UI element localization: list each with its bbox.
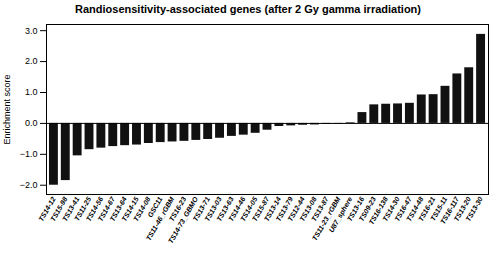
svg-text:TS13-03: TS13-03: [203, 195, 223, 223]
html-text:Randiosensitivity-associated g: Randiosensitivity-associated genes (afte…: [75, 3, 421, 15]
svg-text:TS11-25: TS11-25: [73, 195, 93, 222]
svg-text:TS15-11: TS15-11: [429, 195, 449, 222]
svg-text:TS13-08: TS13-08: [298, 195, 318, 223]
svg-text:TS14-67: TS14-67: [96, 195, 117, 223]
svg-text:TS14-12: TS14-12: [37, 195, 57, 223]
svg-text:TS14-46: TS14-46: [227, 195, 247, 223]
svg-text:TS16-117: TS16-117: [439, 195, 461, 226]
svg-text:GSC11: GSC11: [146, 195, 164, 219]
svg-text:TS14-05: TS14-05: [238, 195, 259, 223]
svg-text:TS15-98: TS15-98: [49, 195, 69, 223]
svg-text:TS13-87: TS13-87: [310, 195, 330, 223]
svg-text:TS14-48: TS14-48: [405, 195, 425, 223]
svg-text:0.0: 0.0: [25, 118, 38, 128]
svg-text:TS13-79: TS13-79: [274, 195, 294, 223]
svg-text:2.0: 2.0: [25, 56, 38, 66]
svg-text:TS11-46_rGBM: TS11-46_rGBM: [144, 195, 176, 242]
svg-text:TS13-20: TS13-20: [452, 195, 472, 223]
svg-text:TS15-87: TS15-87: [250, 195, 271, 223]
svg-text:TS13-14: TS13-14: [262, 195, 283, 223]
svg-text:TS12-44: TS12-44: [286, 195, 306, 223]
svg-text:Enrichment score: Enrichment score: [2, 74, 12, 144]
svg-text:TS14-30: TS14-30: [381, 195, 401, 223]
svg-text:3.0: 3.0: [25, 26, 38, 36]
svg-text:−2.0: −2.0: [20, 180, 38, 190]
svg-text:TS11-23_rGBM: TS11-23_rGBM: [310, 195, 342, 242]
svg-text:TS13-30: TS13-30: [464, 196, 484, 223]
svg-text:TS14-56: TS14-56: [84, 195, 105, 223]
svg-text:TS16-23: TS16-23: [167, 195, 188, 223]
svg-text:TS13-63: TS13-63: [215, 195, 235, 223]
svg-text:TS13-41: TS13-41: [61, 195, 81, 223]
svg-text:TS13-16: TS13-16: [345, 195, 366, 223]
svg-text:U87_sphere: U87_sphere: [327, 195, 354, 234]
svg-text:TS13-71: TS13-71: [191, 195, 211, 223]
svg-text:TS14-73_GBMO: TS14-73_GBMO: [166, 195, 200, 245]
svg-text:TS16-138: TS16-138: [367, 195, 389, 226]
svg-text:TS16-47: TS16-47: [393, 195, 413, 223]
svg-text:−1.0: −1.0: [20, 149, 38, 159]
svg-text:TS13-64: TS13-64: [108, 195, 128, 223]
svg-text:TS14-15: TS14-15: [120, 195, 140, 223]
svg-text:TS16-21: TS16-21: [416, 195, 437, 223]
svg-text:TS14-08: TS14-08: [132, 195, 152, 223]
svg-text:TS09-23: TS09-23: [357, 195, 378, 223]
svg-text:1.0: 1.0: [25, 87, 38, 97]
